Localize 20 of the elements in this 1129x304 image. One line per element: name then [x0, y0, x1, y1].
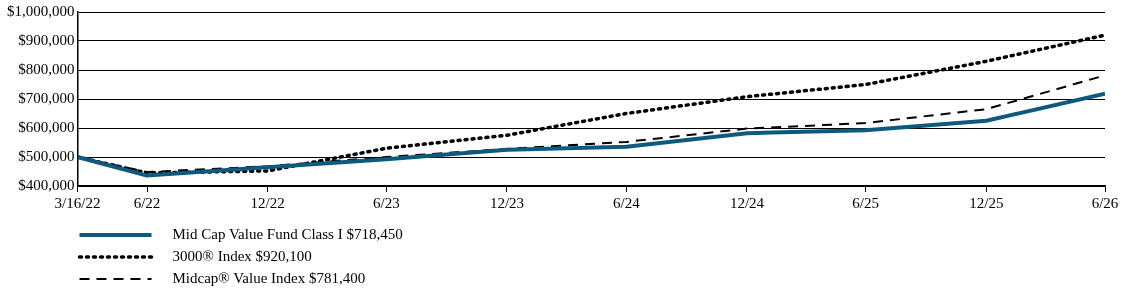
y-tick-label: $1,000,000 — [7, 2, 75, 19]
y-tick-label: $800,000 — [18, 60, 75, 77]
x-tick-label: 6/26 — [1091, 194, 1119, 211]
x-tick-label: 3/16/22 — [54, 194, 101, 211]
legend-label: Mid Cap Value Fund Class I $718,450 — [172, 225, 403, 242]
x-tick-label: 12/23 — [489, 194, 525, 211]
x-tick-label: 6/23 — [373, 194, 400, 211]
y-tick-label: $900,000 — [18, 31, 75, 48]
y-tick-label: $700,000 — [18, 89, 75, 106]
legend-label: 3000® Index $920,100 — [172, 247, 312, 264]
y-tick-label: $400,000 — [18, 176, 75, 193]
y-tick-label: $500,000 — [18, 147, 75, 164]
x-tick-label: 12/25 — [969, 194, 1004, 211]
y-tick-label: $600,000 — [18, 118, 75, 135]
x-tick-label: 6/25 — [852, 194, 879, 211]
x-tick-label: 12/24 — [729, 194, 765, 211]
x-tick-label: 6/22 — [133, 194, 161, 211]
legend-label: Midcap® Value Index $781,400 — [172, 269, 366, 286]
x-tick-label: 6/24 — [612, 194, 641, 211]
x-tick-label: 12/22 — [250, 194, 285, 211]
